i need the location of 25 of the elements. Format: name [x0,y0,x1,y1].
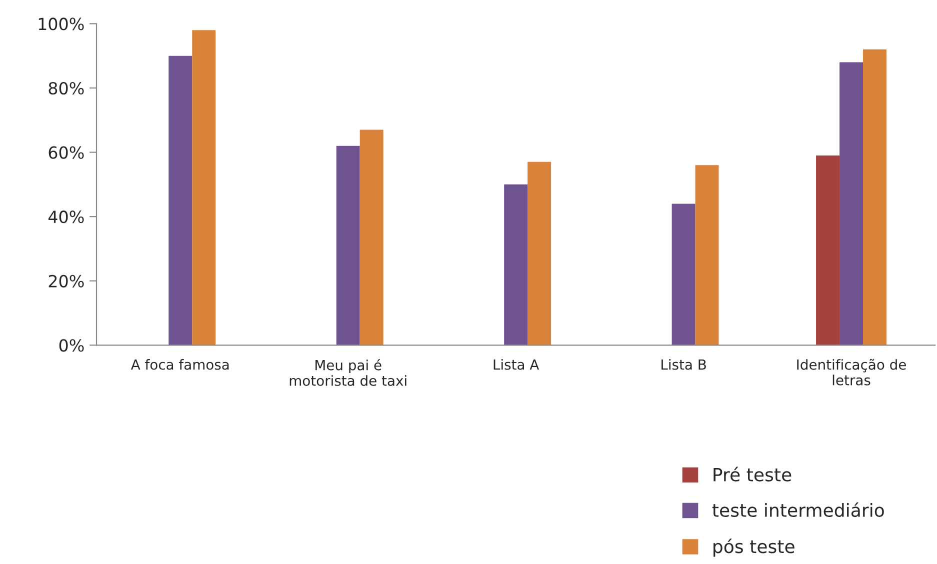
y-tick-label: 80% [48,82,84,95]
legend-label: pós teste [714,538,794,557]
y-tick-label: 20% [48,274,84,288]
x-tick-label: Lista A [494,359,540,370]
bar [192,30,216,346]
x-tick-label: Lista B [662,359,706,370]
bar [816,155,840,346]
bar [360,130,384,346]
y-tick-label: 0% [59,339,84,352]
bar [504,184,528,346]
bar [336,146,360,346]
bar [528,162,552,346]
y-tick-label: 100% [38,18,84,30]
x-tick-label: Identificação de letras [797,358,906,386]
x-tick-label: A foca famosa [130,359,229,370]
bar [863,49,886,346]
bar [672,204,696,346]
bar [168,56,192,346]
legend-label: Pré teste [714,466,792,482]
legend-label: teste intermediário [712,502,884,518]
y-tick-label: 40% [48,210,84,224]
bar [840,62,864,346]
bar [695,165,719,346]
y-tick-label: 60% [48,146,84,159]
x-tick-label: Meu pai é motorista de taxi [290,359,406,386]
